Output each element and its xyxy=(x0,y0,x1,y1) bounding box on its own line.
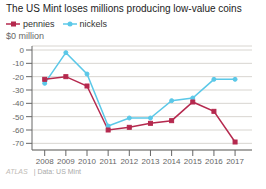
html-text:nickels: nickels xyxy=(79,18,107,29)
svg-text:2013: 2013 xyxy=(142,157,160,166)
svg-text:2014: 2014 xyxy=(163,157,181,166)
svg-text:2015: 2015 xyxy=(184,157,202,166)
svg-text:2017: 2017 xyxy=(226,157,244,166)
svg-text:-60: -60 xyxy=(12,126,24,135)
svg-text:-10: -10 xyxy=(12,59,24,68)
html-text:pennies: pennies xyxy=(23,18,55,29)
html-text:ATLAS: ATLAS xyxy=(6,168,28,175)
svg-text:2011: 2011 xyxy=(100,157,118,166)
svg-text:2012: 2012 xyxy=(120,157,138,166)
svg-text:0: 0 xyxy=(20,46,25,55)
svg-text:-20: -20 xyxy=(12,73,24,82)
svg-text:-30: -30 xyxy=(12,86,24,95)
html-text:The US Mint loses millions pro: The US Mint loses millions producing low… xyxy=(6,3,242,14)
svg-text:-70: -70 xyxy=(12,139,24,148)
svg-text:2008: 2008 xyxy=(36,157,54,166)
svg-text:-40: -40 xyxy=(12,99,24,108)
svg-text:-50: -50 xyxy=(12,113,24,122)
svg-text:2016: 2016 xyxy=(205,157,223,166)
html-text:| Data: US Mint: | Data: US Mint xyxy=(33,168,81,175)
html-text:$0 million: $0 million xyxy=(6,31,44,41)
svg-text:2009: 2009 xyxy=(57,157,75,166)
svg-text:2010: 2010 xyxy=(78,157,96,166)
